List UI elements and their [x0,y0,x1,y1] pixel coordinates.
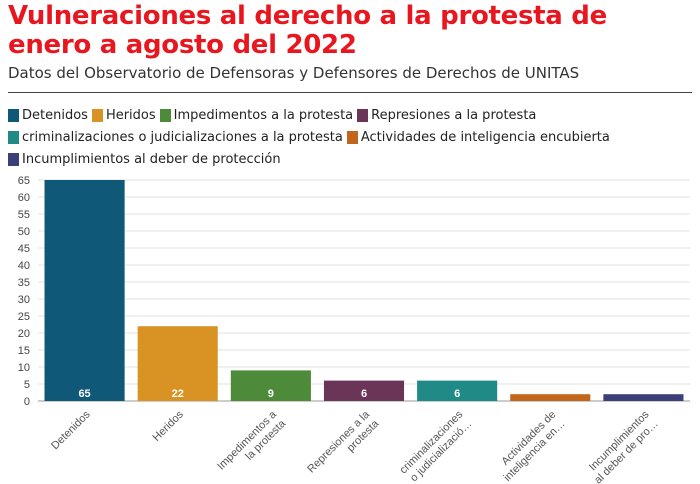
chart-subtitle: Datos del Observatorio de Defensoras y D… [8,64,580,82]
legend-item-represiones[interactable]: Represiones a la protesta [357,108,536,123]
legend-item-criminalizaciones[interactable]: criminalizaciones o judicializaciones a … [8,130,343,145]
bar [510,394,591,401]
y-tick-label: 55 [18,209,30,221]
legend-item-incumplimientos[interactable]: Incumplimientos al deber de protección [8,152,281,167]
x-tick-label: Incumplimientosal deber de pro… [583,408,661,484]
data-label: 9 [268,388,274,400]
y-tick-label: 10 [18,362,30,374]
bar-chart: 0 5 10 15 20 25 30 35 40 45 50 55 60 65 65 Detenidos 22 H… [18,175,690,484]
legend-item-inteligencia[interactable]: Actividades de inteligencia encubierta [346,129,610,145]
x-tick-label: Represiones a laprotesta [305,408,382,484]
legend-swatch [357,108,369,122]
legend-swatch [8,130,19,144]
data-label: 65 [78,388,90,400]
y-tick-label: 50 [18,226,30,238]
x-tick-label: Impedimentos ala protesta [215,408,289,482]
chart-title: Vulneraciones al derecho a la protesta d… [8,1,607,60]
title-divider [8,92,692,93]
legend-swatch [91,108,103,122]
legend-row: Detenidos Heridos Impedimentos a la prot… [8,104,692,126]
legend-label: Detenidos [22,107,88,123]
bar [323,380,405,401]
legend-label: Represiones a la protesta [371,107,537,123]
x-tick-label-line: Detenidos [49,408,93,452]
legend-item-heridos[interactable]: Heridos [91,107,156,123]
y-tick-label: 25 [18,311,30,323]
x-tick-label: Detenidos [49,408,93,452]
bar [417,380,498,401]
legend-row: Incumplimientos al deber de protección [8,148,692,170]
legend-label: criminalizaciones o judicializaciones a … [22,129,343,145]
y-tick-label: 0 [24,396,30,408]
legend-label: Actividades de inteligencia encubierta [360,129,610,145]
y-tick-label: 5 [24,379,30,391]
y-tick-label: 45 [18,243,30,255]
y-tick-label: 20 [18,328,30,340]
bar [603,394,684,401]
legend-swatch [346,130,358,144]
y-tick-label: 30 [18,294,30,306]
legend-swatch [8,108,19,122]
x-tick-label: criminalizacioneso judicializació… [398,408,475,484]
legend-item-detenidos[interactable]: Detenidos [8,108,88,123]
bar [44,180,125,401]
data-label: 22 [172,388,184,400]
legend-label: Impedimentos a la protesta [173,107,354,123]
legend-item-impedimentos[interactable]: Impedimentos a la protesta [159,107,354,123]
legend-label: Heridos [105,107,156,123]
data-label: 6 [361,388,367,400]
legend-row: criminalizaciones o judicializaciones a … [8,126,692,148]
legend-swatch [8,152,19,166]
legend-swatch [159,108,171,122]
x-tick-label: Heridos [151,408,187,444]
y-tick-label: 15 [18,345,30,357]
y-tick-label: 65 [18,175,30,187]
legend: Detenidos Heridos Impedimentos a la prot… [8,104,692,170]
y-tick-label: 35 [18,277,30,289]
y-tick-label: 60 [18,192,30,204]
bar [137,326,218,401]
legend-label: Incumplimientos al deber de protección [22,151,281,167]
x-tick-label-line: Heridos [151,408,187,444]
y-tick-label: 40 [18,260,30,272]
data-label: 6 [454,388,460,400]
x-tick-label: Actividades deinteligencia en… [492,409,567,484]
bar [230,370,311,401]
